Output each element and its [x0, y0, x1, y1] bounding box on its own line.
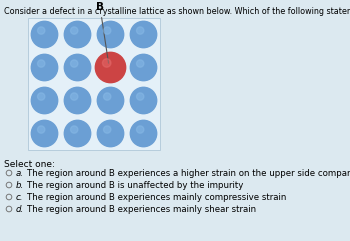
Circle shape	[136, 93, 144, 100]
Circle shape	[130, 54, 157, 81]
Circle shape	[70, 27, 78, 34]
Text: The region around B experiences a higher strain on the upper side compared to th: The region around B experiences a higher…	[27, 168, 350, 178]
Text: The region around B experiences mainly shear strain: The region around B experiences mainly s…	[27, 205, 256, 214]
Text: b.: b.	[16, 181, 24, 189]
Circle shape	[64, 87, 91, 114]
Text: d.: d.	[16, 205, 24, 214]
Circle shape	[130, 120, 157, 147]
Circle shape	[31, 54, 58, 81]
Circle shape	[103, 59, 111, 67]
Circle shape	[64, 21, 91, 48]
Circle shape	[136, 126, 144, 133]
Circle shape	[31, 87, 58, 114]
Circle shape	[97, 21, 124, 48]
Circle shape	[136, 27, 144, 34]
Circle shape	[97, 120, 124, 147]
Bar	[28, 18, 160, 150]
Circle shape	[104, 27, 111, 34]
Text: Consider a defect in a crystalline lattice as shown below. Which of the followin: Consider a defect in a crystalline latti…	[4, 7, 350, 16]
Circle shape	[70, 93, 78, 100]
Circle shape	[70, 60, 78, 67]
Circle shape	[104, 126, 111, 133]
Circle shape	[37, 27, 45, 34]
Circle shape	[37, 60, 45, 67]
Circle shape	[31, 21, 58, 48]
Text: Select one:: Select one:	[4, 160, 55, 169]
Circle shape	[97, 87, 124, 114]
Text: B: B	[96, 2, 108, 63]
Circle shape	[64, 54, 91, 81]
Text: The region around B is unaffected by the impurity: The region around B is unaffected by the…	[27, 181, 243, 189]
Text: The region around B experiences mainly compressive strain: The region around B experiences mainly c…	[27, 193, 286, 201]
Circle shape	[104, 93, 111, 100]
Text: c.: c.	[16, 193, 23, 201]
Circle shape	[64, 120, 91, 147]
Text: a.: a.	[16, 168, 24, 178]
Circle shape	[130, 87, 157, 114]
Circle shape	[37, 93, 45, 100]
Circle shape	[95, 52, 126, 83]
Circle shape	[130, 21, 157, 48]
Circle shape	[37, 126, 45, 133]
Circle shape	[31, 120, 58, 147]
Circle shape	[136, 60, 144, 67]
Circle shape	[70, 126, 78, 133]
